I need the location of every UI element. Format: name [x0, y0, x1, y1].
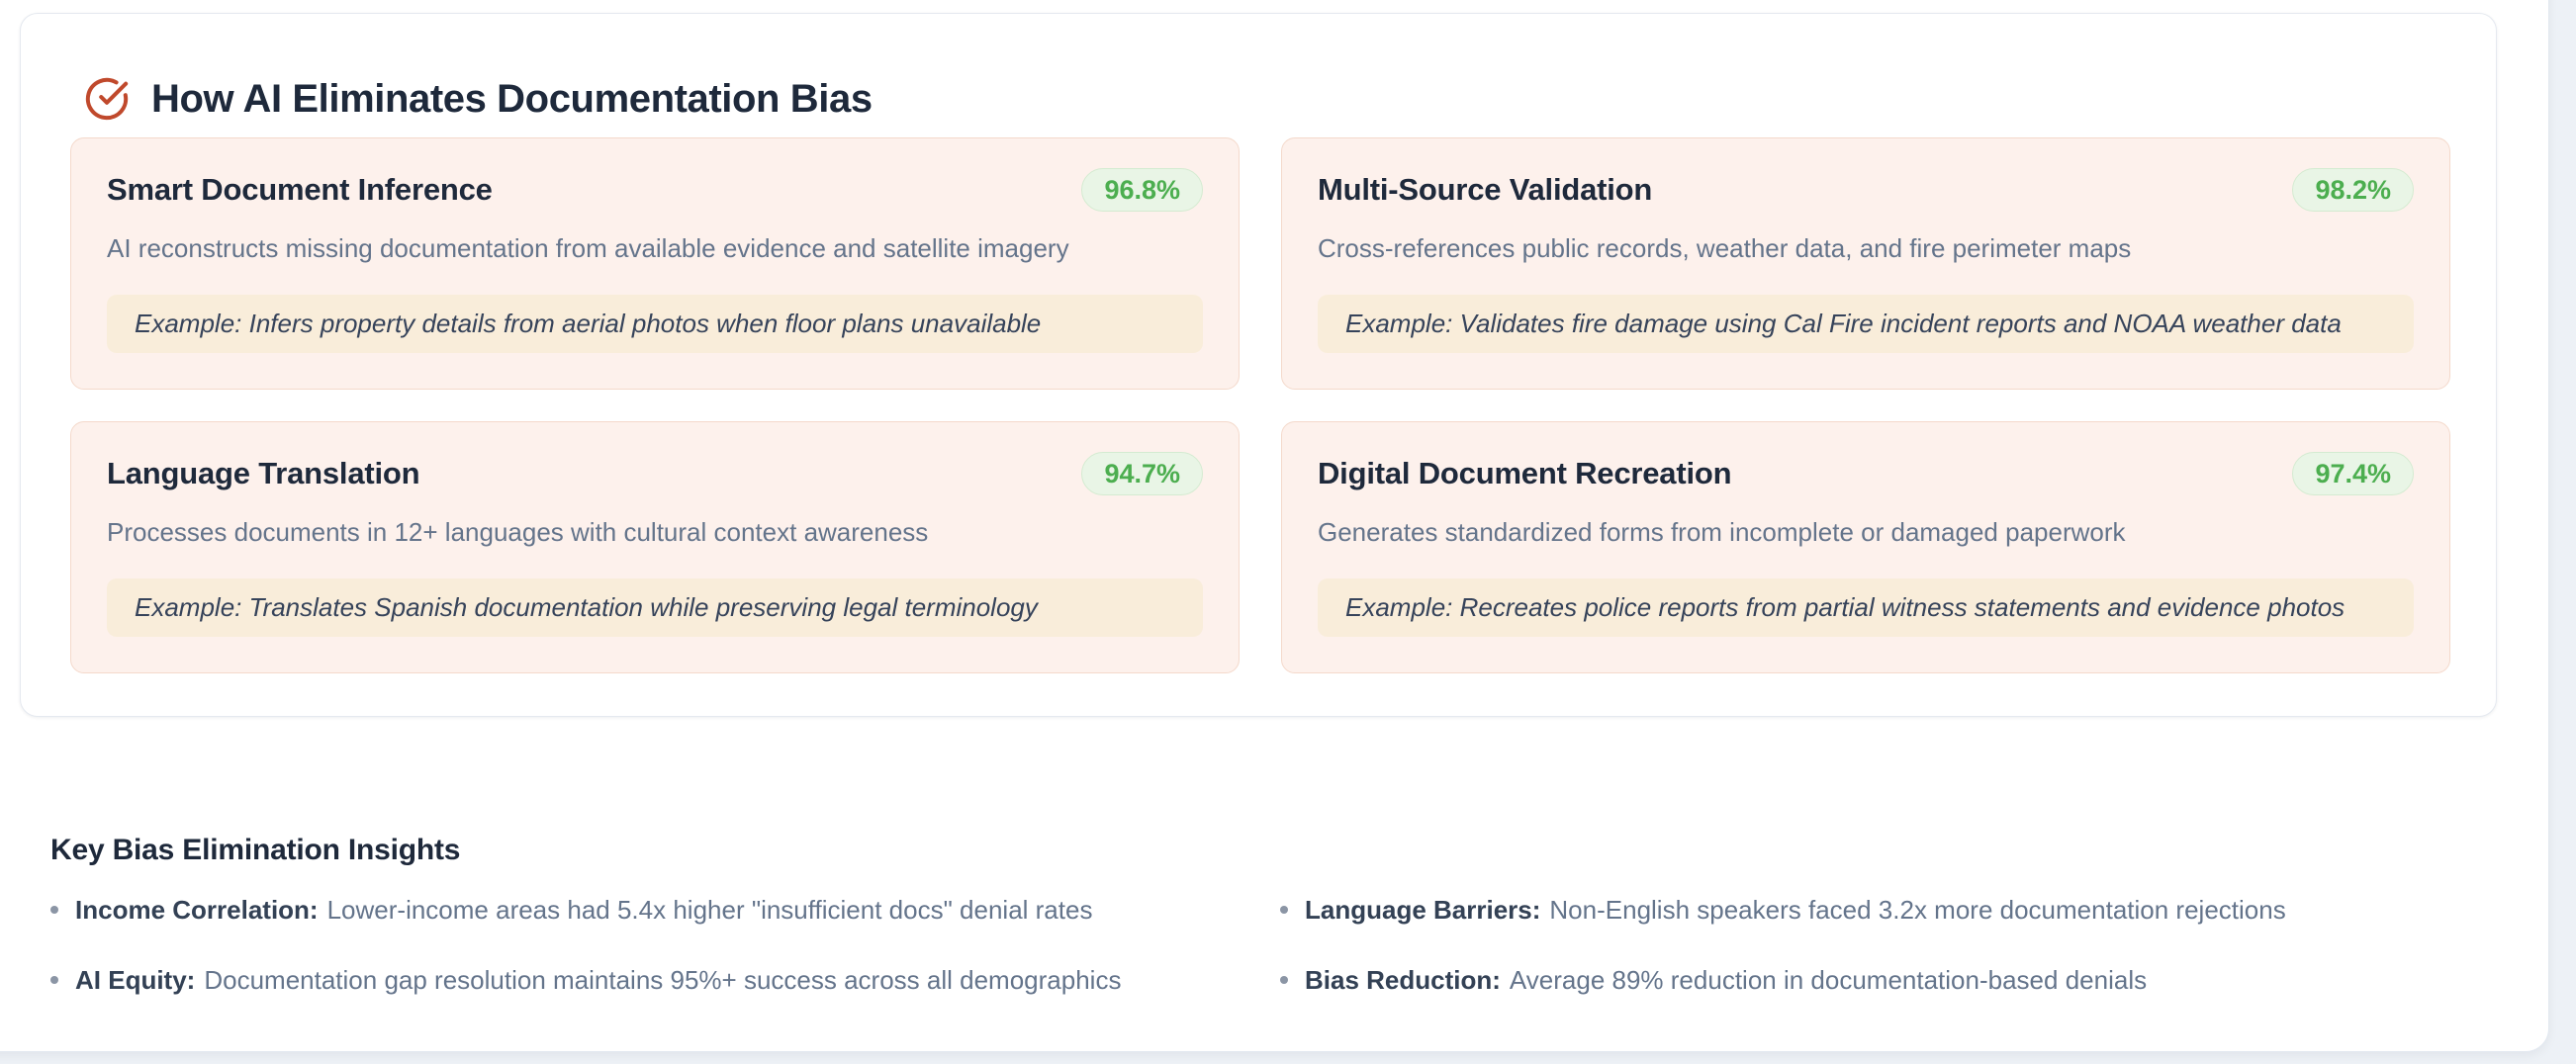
check-circle-icon — [84, 76, 130, 122]
insight-label: AI Equity: — [75, 964, 196, 995]
accuracy-badge: 94.7% — [1081, 452, 1203, 495]
example-box: Example: Translates Spanish documentatio… — [107, 578, 1203, 637]
feature-cards-grid: Smart Document Inference 96.8% AI recons… — [70, 137, 2450, 673]
card-header: Smart Document Inference 96.8% — [107, 168, 1203, 212]
card-title: Smart Document Inference — [107, 172, 493, 207]
example-box: Example: Recreates police reports from p… — [1318, 578, 2414, 637]
insight-text: Average 89% reduction in documentation-b… — [1509, 964, 2148, 995]
section-title: How AI Eliminates Documentation Bias — [151, 76, 873, 121]
feature-card-multi-source-validation: Multi-Source Validation 98.2% Cross-refe… — [1281, 137, 2450, 390]
accuracy-badge: 98.2% — [2292, 168, 2414, 212]
insight-text: Lower-income areas had 5.4x higher "insu… — [326, 894, 1093, 925]
feature-card-smart-document-inference: Smart Document Inference 96.8% AI recons… — [70, 137, 1240, 390]
card-title: Language Translation — [107, 456, 420, 490]
card-description: AI reconstructs missing documentation fr… — [107, 233, 1069, 263]
key-insights-section: Key Bias Elimination Insights Income Cor… — [50, 807, 2549, 996]
card-title: Digital Document Recreation — [1318, 456, 1732, 490]
bullet-dot-icon — [1280, 905, 1288, 914]
insight-label: Income Correlation: — [75, 894, 319, 925]
insight-text: Non-English speakers faced 3.2x more doc… — [1549, 894, 2286, 925]
insight-language-barriers: Language Barriers: Non-English speakers … — [1280, 894, 2510, 926]
card-header: Digital Document Recreation 97.4% — [1318, 452, 2414, 495]
card-title: Multi-Source Validation — [1318, 172, 1653, 207]
insight-text: Documentation gap resolution maintains 9… — [204, 964, 1122, 995]
insight-label: Language Barriers: — [1305, 894, 1541, 925]
example-box: Example: Validates fire damage using Cal… — [1318, 295, 2414, 353]
insight-ai-equity: AI Equity: Documentation gap resolution … — [50, 964, 1280, 996]
insights-heading: Key Bias Elimination Insights — [50, 833, 461, 866]
card-description: Cross-references public records, weather… — [1318, 233, 2132, 263]
section-header: How AI Eliminates Documentation Bias — [84, 47, 873, 150]
accuracy-badge: 96.8% — [1081, 168, 1203, 212]
bullet-dot-icon — [50, 975, 58, 984]
card-header: Multi-Source Validation 98.2% — [1318, 168, 2414, 212]
card-header: Language Translation 94.7% — [107, 452, 1203, 495]
insight-label: Bias Reduction: — [1305, 964, 1501, 995]
card-description: Generates standardized forms from incomp… — [1318, 517, 2126, 547]
example-box: Example: Infers property details from ae… — [107, 295, 1203, 353]
feature-card-language-translation: Language Translation 94.7% Processes doc… — [70, 421, 1240, 673]
bullet-dot-icon — [1280, 975, 1288, 984]
card-description: Processes documents in 12+ languages wit… — [107, 517, 929, 547]
ai-bias-section-card: How AI Eliminates Documentation Bias Sma… — [20, 13, 2497, 717]
insight-bias-reduction: Bias Reduction: Average 89% reduction in… — [1280, 964, 2510, 996]
insights-grid: Income Correlation: Lower-income areas h… — [50, 894, 2549, 996]
accuracy-badge: 97.4% — [2292, 452, 2414, 495]
feature-card-digital-document-recreation: Digital Document Recreation 97.4% Genera… — [1281, 421, 2450, 673]
bullet-dot-icon — [50, 905, 58, 914]
insight-income-correlation: Income Correlation: Lower-income areas h… — [50, 894, 1280, 926]
